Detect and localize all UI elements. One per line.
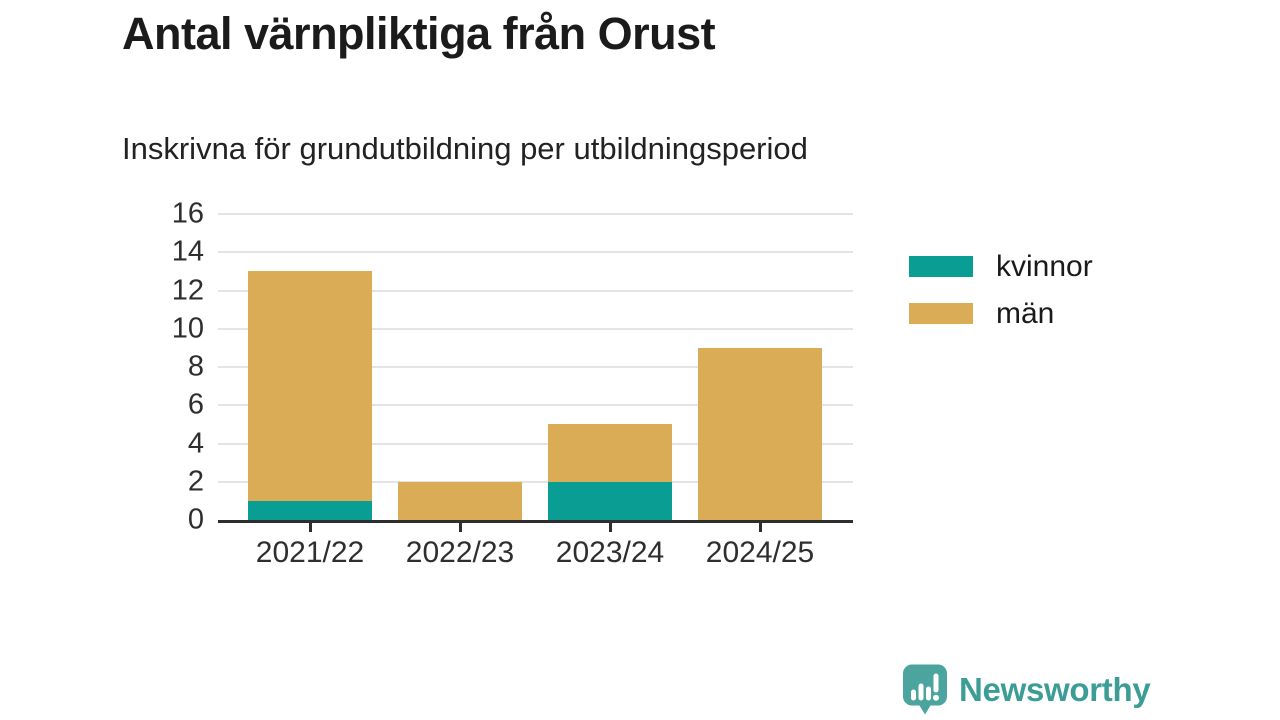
legend-swatch-man [909, 303, 973, 324]
gridline-y10 [218, 327, 853, 330]
y-axis-labels: 0 2 4 6 8 10 12 14 16 [118, 198, 204, 536]
y-tick-label: 4 [187, 427, 204, 459]
bar-män-2021/22 [248, 271, 372, 501]
gridline-y14 [218, 251, 853, 254]
legend-item-kvinnor: kvinnor [909, 243, 1093, 290]
legend-swatch-kvinnor [909, 256, 973, 277]
x-tick [758, 523, 762, 532]
y-tick-label: 16 [171, 197, 204, 230]
legend-label-man: män [996, 296, 1055, 330]
y-tick-label: 12 [171, 274, 204, 306]
gridline-y2 [218, 480, 853, 483]
bar-kvinnor-2021/22 [248, 500, 372, 520]
chart-subtitle: Inskrivna för grundutbildning per utbild… [122, 131, 808, 166]
gridline-y16 [218, 213, 853, 215]
legend-label-kvinnor: kvinnor [996, 249, 1093, 283]
y-tick-label: 6 [187, 388, 204, 421]
gridline-y12 [218, 289, 853, 292]
x-tick-label: 2023/24 [555, 536, 665, 569]
legend: kvinnor män [909, 243, 1093, 337]
x-axis-line [218, 520, 853, 523]
bar-män-2023/24 [548, 424, 672, 482]
newsworthy-wordmark: Newsworthy [959, 670, 1151, 708]
plot-area: 2021/22 2022/23 2023/24 2024/25 [218, 213, 853, 569]
newsworthy-logo: Newsworthy [902, 663, 1151, 716]
bar-män-2024/25 [698, 347, 822, 520]
x-tick-label: 2024/25 [705, 536, 815, 569]
chart-title: Antal värnpliktiga från Orust [122, 8, 716, 59]
y-tick-label: 10 [171, 312, 204, 345]
newsworthy-speech-bubble-chart-icon [903, 664, 947, 715]
gridline-y4 [218, 442, 853, 445]
x-tick [608, 523, 612, 532]
x-tick [308, 523, 312, 532]
y-tick-label: 8 [187, 350, 204, 383]
y-tick-label: 2 [187, 465, 204, 498]
bar-män-2022/23 [398, 481, 522, 520]
x-tick-label: 2022/23 [405, 536, 515, 569]
gridline-y6 [218, 404, 853, 407]
bar-kvinnor-2023/24 [548, 481, 672, 520]
legend-item-man: män [909, 290, 1093, 337]
gridline-y8 [218, 366, 853, 368]
y-tick-label: 0 [187, 503, 204, 536]
y-tick-label: 14 [171, 235, 204, 268]
x-tick-label: 2021/22 [255, 536, 365, 569]
x-tick [458, 523, 462, 532]
